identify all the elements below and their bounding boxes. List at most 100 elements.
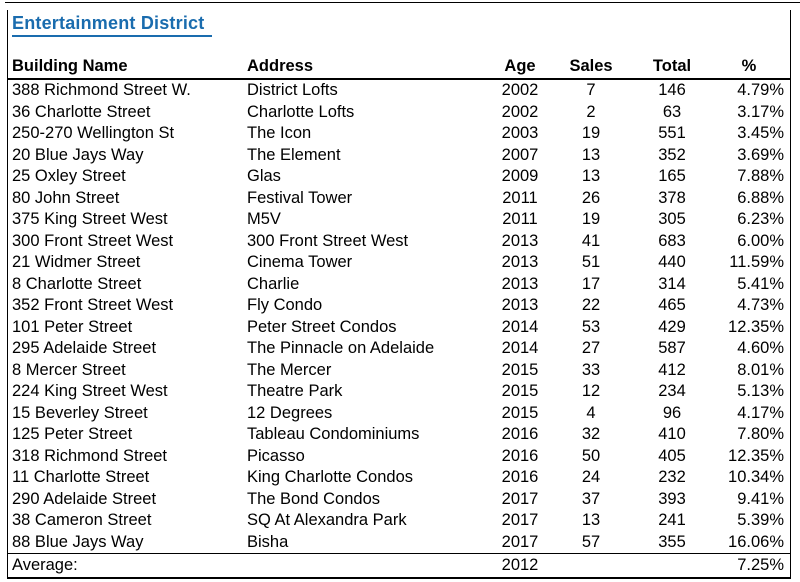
- cell-age: 2017: [501, 511, 539, 529]
- cell-total: 352: [658, 145, 686, 164]
- cell-age: 2009: [501, 167, 539, 185]
- cell-address: Festival Tower: [247, 188, 353, 207]
- cell-total: 683: [658, 231, 686, 250]
- title-area: Entertainment District: [8, 10, 790, 56]
- cell-building-name: 295 Adelaide Street: [12, 339, 157, 357]
- page-title[interactable]: Entertainment District: [12, 13, 213, 37]
- table-row: 300 Front Street West 300 Front Street We…: [8, 231, 790, 253]
- cell-address: The Bond Condos: [247, 489, 381, 508]
- cell-building-name: 36 Charlotte Street: [12, 102, 151, 121]
- cell-percent: 9.41%: [737, 489, 784, 508]
- cell-age: 2003: [501, 124, 539, 142]
- cell-age: 2002: [501, 81, 539, 99]
- cell-sales: 32: [581, 425, 601, 443]
- cell-sales: 50: [581, 446, 601, 465]
- cell-age: 2002: [501, 102, 539, 121]
- average-address-empty: [240, 553, 484, 578]
- cell-building-name: 20 Blue Jays Way: [12, 145, 144, 164]
- cell-age: 2011: [502, 210, 538, 228]
- average-total-empty: [626, 553, 718, 578]
- cell-building-name: 15 Beverley Street: [12, 403, 148, 422]
- average-sales-empty: [556, 553, 626, 578]
- cell-sales: 41: [581, 231, 601, 250]
- cell-age: 2013: [501, 231, 539, 250]
- cell-building-name: 38 Cameron Street: [12, 511, 152, 529]
- cell-total: 314: [658, 274, 686, 293]
- cell-building-name: 101 Peter Street: [12, 317, 133, 336]
- table-row: 125 Peter Street Tableau Condominiums 2016…: [8, 424, 790, 446]
- cell-age: 2015: [501, 403, 539, 422]
- cell-percent: 3.45%: [737, 124, 784, 142]
- cell-sales: 17: [581, 274, 601, 293]
- cell-age: 2016: [501, 468, 539, 486]
- cell-total: 410: [658, 425, 686, 443]
- cell-address: Charlotte Lofts: [247, 102, 355, 121]
- table-header-row: Building Name Address Age Sales Total %: [8, 56, 790, 80]
- cell-sales: 4: [586, 403, 596, 422]
- table-row: 88 Blue Jays Way Bisha 2017 57 355 16.06%: [8, 532, 790, 554]
- cell-address: The Pinnacle on Adelaide: [247, 339, 435, 357]
- cell-percent: 12.35%: [728, 446, 784, 465]
- cell-total: 96: [662, 403, 682, 422]
- cell-building-name: 88 Blue Jays Way: [12, 532, 144, 551]
- cell-sales: 19: [581, 124, 601, 142]
- average-percent: 7.25%: [718, 553, 790, 578]
- cell-address: Theatre Park: [247, 382, 343, 400]
- cell-building-name: 318 Richmond Street: [12, 446, 168, 465]
- buildings-table: Building Name Address Age Sales Total % …: [8, 56, 790, 578]
- cell-percent: 10.34%: [728, 468, 784, 486]
- table-row: 36 Charlotte Street Charlotte Lofts 2002 2 6…: [8, 102, 790, 124]
- table-row: 295 Adelaide Street The Pinnacle on Adela…: [8, 338, 790, 360]
- cell-percent: 7.80%: [737, 425, 784, 443]
- table-row: 375 King Street West M5V 2011 19 305 6.23%: [8, 209, 790, 231]
- cell-building-name: 11 Charlotte Street: [12, 468, 150, 486]
- cell-age: 2013: [501, 274, 539, 293]
- cell-address: The Element: [247, 145, 341, 164]
- cell-age: 2014: [501, 317, 539, 336]
- cell-sales: 27: [581, 339, 601, 357]
- cell-percent: 4.79%: [737, 81, 784, 99]
- cell-age: 2016: [501, 425, 539, 443]
- cell-percent: 12.35%: [728, 317, 784, 336]
- cell-total: 405: [658, 446, 686, 465]
- cell-building-name: 21 Widmer Street: [12, 253, 141, 271]
- cell-address: Bisha: [247, 532, 289, 551]
- cell-sales: 53: [581, 317, 601, 336]
- cell-address: King Charlotte Condos: [247, 468, 414, 486]
- average-row: Average: 2012 7.25%: [8, 553, 790, 578]
- cell-sales: 13: [581, 511, 601, 529]
- cell-sales: 13: [581, 145, 601, 164]
- table-row: 250-270 Wellington St The Icon 2003 19 551 3.…: [8, 123, 790, 145]
- cell-total: 465: [658, 296, 686, 314]
- column-header-building-name: Building Name: [8, 56, 240, 80]
- cell-address: Glas: [247, 167, 281, 185]
- cell-address: Tableau Condominiums: [247, 425, 420, 443]
- cell-building-name: 8 Mercer Street: [12, 360, 126, 379]
- district-table-panel: Entertainment District Building Name Add…: [7, 10, 791, 579]
- cell-total: 551: [658, 124, 686, 142]
- table-row: 21 Widmer Street Cinema Tower 2013 51 440 11.…: [8, 252, 790, 274]
- cell-age: 2007: [501, 145, 539, 164]
- cell-age: 2017: [501, 489, 539, 508]
- cell-sales: 2: [586, 102, 596, 121]
- cell-age: 2014: [501, 339, 539, 357]
- table-row: 25 Oxley Street Glas 2009 13 165 7.88%: [8, 166, 790, 188]
- table-row: 388 Richmond Street W. District Lofts 2002…: [8, 79, 790, 102]
- cell-building-name: 125 Peter Street: [12, 425, 133, 443]
- cell-building-name: 300 Front Street West: [12, 231, 174, 250]
- table-row: 290 Adelaide Street The Bond Condos 2017 37…: [8, 489, 790, 511]
- average-age: 2012: [484, 553, 556, 578]
- cell-address: Fly Condo: [247, 296, 323, 314]
- cell-address: District Lofts: [247, 81, 338, 99]
- cell-address: 300 Front Street West: [247, 231, 409, 250]
- cell-address: Peter Street Condos: [247, 317, 397, 336]
- cell-building-name: 25 Oxley Street: [12, 167, 126, 185]
- cell-percent: 5.13%: [737, 382, 784, 400]
- cell-age: 2015: [501, 360, 539, 379]
- cell-sales: 26: [581, 188, 601, 207]
- cell-address: The Mercer: [247, 360, 332, 379]
- cell-building-name: 250-270 Wellington St: [12, 124, 175, 142]
- cell-age: 2016: [501, 446, 539, 465]
- cell-total: 587: [658, 339, 686, 357]
- cell-address: 12 Degrees: [247, 403, 333, 422]
